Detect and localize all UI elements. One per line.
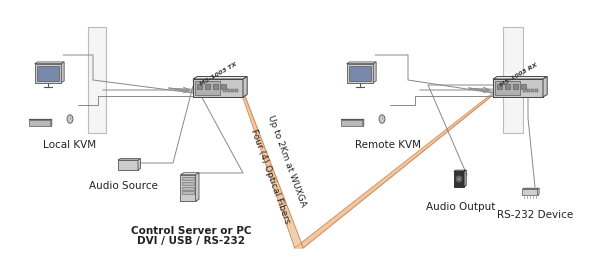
Polygon shape: [61, 62, 64, 83]
Polygon shape: [231, 89, 234, 92]
Polygon shape: [204, 83, 210, 89]
Polygon shape: [363, 119, 364, 126]
Polygon shape: [522, 89, 525, 92]
Polygon shape: [222, 89, 225, 92]
Text: Remote KVM: Remote KVM: [355, 140, 421, 150]
Polygon shape: [504, 83, 510, 89]
Polygon shape: [35, 62, 64, 64]
Ellipse shape: [455, 175, 463, 183]
Polygon shape: [29, 119, 52, 120]
Polygon shape: [51, 119, 52, 126]
Polygon shape: [243, 77, 247, 97]
Polygon shape: [454, 171, 464, 187]
Ellipse shape: [67, 115, 73, 123]
Polygon shape: [220, 83, 225, 89]
Polygon shape: [454, 170, 466, 171]
Polygon shape: [234, 89, 237, 92]
Text: Up to 2Km at WUXGA: Up to 2Km at WUXGA: [267, 114, 308, 209]
Polygon shape: [138, 159, 140, 170]
Polygon shape: [349, 65, 371, 80]
Polygon shape: [522, 189, 538, 195]
Polygon shape: [543, 77, 547, 97]
Polygon shape: [538, 188, 539, 195]
Polygon shape: [118, 160, 138, 170]
Polygon shape: [341, 119, 364, 120]
Polygon shape: [347, 64, 373, 83]
Polygon shape: [182, 191, 194, 194]
Polygon shape: [503, 27, 523, 133]
Polygon shape: [522, 188, 539, 189]
Polygon shape: [195, 81, 220, 95]
Ellipse shape: [379, 115, 385, 123]
Text: Four (4) Optical Fibers: Four (4) Optical Fibers: [249, 128, 292, 225]
Polygon shape: [373, 62, 376, 83]
Polygon shape: [495, 81, 520, 95]
Polygon shape: [118, 159, 140, 160]
Polygon shape: [497, 83, 501, 89]
Polygon shape: [88, 27, 106, 133]
Polygon shape: [341, 120, 363, 126]
Polygon shape: [347, 62, 376, 64]
Polygon shape: [493, 79, 543, 97]
Polygon shape: [531, 89, 534, 92]
Polygon shape: [182, 177, 194, 180]
Polygon shape: [534, 89, 537, 92]
Polygon shape: [29, 120, 51, 126]
Polygon shape: [521, 83, 525, 89]
Polygon shape: [493, 77, 547, 79]
Polygon shape: [37, 65, 59, 80]
Text: Audio Output: Audio Output: [426, 202, 496, 212]
Polygon shape: [193, 79, 243, 97]
Text: M5-1003 TX: M5-1003 TX: [199, 62, 238, 87]
Text: DVI / USB / RS-232: DVI / USB / RS-232: [137, 236, 245, 246]
Text: Audio Source: Audio Source: [89, 181, 158, 191]
Text: Local KVM: Local KVM: [43, 140, 96, 150]
Polygon shape: [180, 173, 199, 175]
Polygon shape: [193, 77, 247, 79]
Polygon shape: [196, 173, 199, 201]
Polygon shape: [513, 83, 518, 89]
Polygon shape: [226, 89, 229, 92]
Text: M5-1003 RX: M5-1003 RX: [499, 62, 539, 87]
Polygon shape: [464, 170, 466, 187]
Text: Control Server or PC: Control Server or PC: [131, 226, 251, 236]
Ellipse shape: [457, 177, 461, 181]
Polygon shape: [180, 175, 196, 201]
Polygon shape: [182, 186, 194, 190]
Polygon shape: [196, 83, 201, 89]
Text: RS-232 Device: RS-232 Device: [497, 210, 573, 220]
Polygon shape: [35, 64, 61, 83]
Polygon shape: [527, 89, 530, 92]
Polygon shape: [213, 83, 217, 89]
Polygon shape: [182, 182, 194, 185]
